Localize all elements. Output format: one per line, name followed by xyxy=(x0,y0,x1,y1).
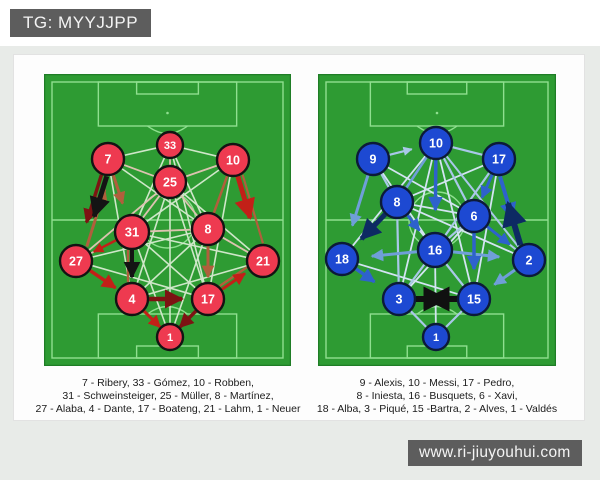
player-node-left-7: 7 xyxy=(90,141,126,177)
svg-text:33: 33 xyxy=(164,140,176,152)
svg-text:8: 8 xyxy=(205,223,212,237)
player-node-right-10: 10 xyxy=(418,125,454,161)
player-node-right-18: 18 xyxy=(324,241,360,277)
player-node-right-6: 6 xyxy=(456,198,492,234)
svg-text:21: 21 xyxy=(256,255,270,269)
svg-text:17: 17 xyxy=(201,293,215,307)
svg-text:2: 2 xyxy=(526,254,533,268)
caption-line: 9 - Alexis, 10 - Messi, 17 - Pedro, xyxy=(359,377,515,389)
passing-networks-card: 33 7 10 25 31 8 27 21 4 17 1 10 9 17 8 6 16 18 2 3 15 1 7 - … xyxy=(13,54,585,421)
svg-text:6: 6 xyxy=(471,210,478,224)
watermark-url-label: www.ri-jiuyouhui.com xyxy=(408,440,582,466)
passing-network-pitch-left: 33 7 10 25 31 8 27 21 4 17 1 xyxy=(44,74,291,366)
svg-text:8: 8 xyxy=(394,196,401,210)
player-node-left-8: 8 xyxy=(190,211,226,247)
svg-text:17: 17 xyxy=(492,153,506,167)
svg-text:31: 31 xyxy=(125,225,139,240)
caption-line: 18 - Alba, 3 - Piqué, 15 -Bartra, 2 - Al… xyxy=(316,402,558,415)
player-node-right-9: 9 xyxy=(355,141,391,177)
caption-line: 31 - Schweinsteiger, 25 - Müller, 8 - Ma… xyxy=(62,389,274,402)
player-node-right-3: 3 xyxy=(381,281,417,317)
svg-text:25: 25 xyxy=(163,176,177,190)
player-node-right-2: 2 xyxy=(511,242,547,278)
player-node-left-31: 31 xyxy=(113,213,151,251)
caption-line: 7 - Ribery, 33 - Gómez, 10 - Robben, xyxy=(82,377,254,389)
svg-text:9: 9 xyxy=(370,153,377,167)
svg-text:10: 10 xyxy=(429,137,443,151)
svg-text:7: 7 xyxy=(105,153,112,167)
player-node-right-16: 16 xyxy=(416,231,454,269)
svg-text:1: 1 xyxy=(167,332,173,344)
svg-text:10: 10 xyxy=(226,154,240,168)
svg-text:16: 16 xyxy=(428,243,442,258)
player-node-right-1: 1 xyxy=(421,322,451,352)
svg-text:1: 1 xyxy=(433,332,439,344)
player-node-left-27: 27 xyxy=(58,243,94,279)
player-node-left-10: 10 xyxy=(215,142,251,178)
player-node-right-15: 15 xyxy=(456,281,492,317)
player-nodes: 33 7 10 25 31 8 27 21 4 17 1 xyxy=(58,130,281,352)
svg-text:18: 18 xyxy=(335,253,349,267)
caption-line: 27 - Alaba, 4 - Dante, 17 - Boateng, 21 … xyxy=(35,402,301,415)
caption-right-team: 9 - Alexis, 10 - Messi, 17 - Pedro, 8 - … xyxy=(282,377,592,415)
svg-text:4: 4 xyxy=(129,293,136,307)
player-nodes: 10 9 17 8 6 16 18 2 3 15 1 xyxy=(324,125,547,352)
svg-text:27: 27 xyxy=(69,255,83,269)
player-node-left-25: 25 xyxy=(152,164,188,200)
player-node-left-33: 33 xyxy=(155,130,185,160)
player-node-left-4: 4 xyxy=(114,281,150,317)
player-node-right-17: 17 xyxy=(481,141,517,177)
caption-line: 8 - Iniesta, 16 - Busquets, 6 - Xavi, xyxy=(356,389,518,402)
channel-tag-label: TG: MYYJJPP xyxy=(10,9,152,37)
svg-text:15: 15 xyxy=(467,293,481,307)
pass-edges xyxy=(83,147,265,329)
player-node-right-8: 8 xyxy=(379,184,415,220)
passing-network-pitch-right: 10 9 17 8 6 16 18 2 3 15 1 xyxy=(318,74,556,366)
player-node-left-21: 21 xyxy=(245,243,281,279)
svg-text:3: 3 xyxy=(396,293,403,307)
player-node-left-17: 17 xyxy=(190,281,226,317)
caption-left-team: 7 - Ribery, 33 - Gómez, 10 - Robben, 31 … xyxy=(14,377,322,415)
pitch-markings xyxy=(44,74,291,366)
player-node-left-1: 1 xyxy=(155,322,185,352)
